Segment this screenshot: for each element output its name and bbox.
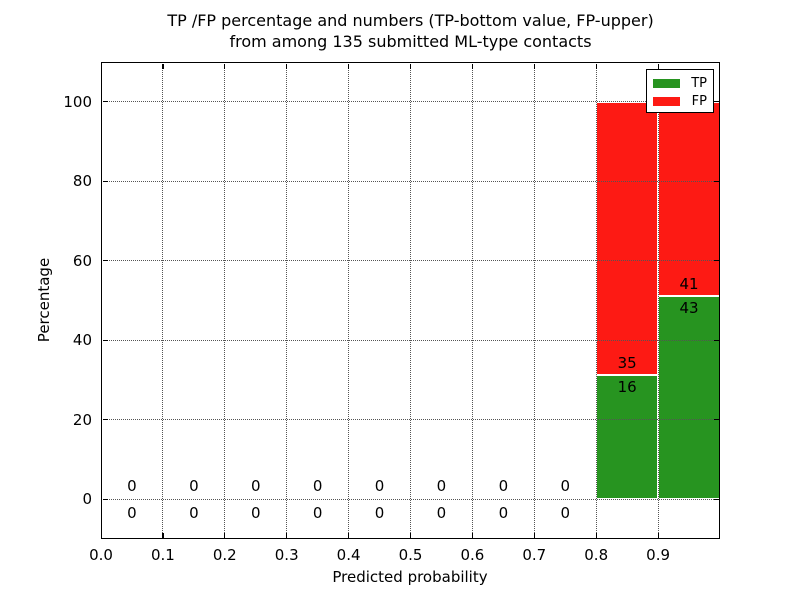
grid-line-v [595,62,597,539]
tick-mark-left [102,180,108,182]
bar-label-fp: 0 [312,477,323,496]
tick-mark-top [657,63,659,69]
tick-mark-bottom [471,532,474,538]
bar-segment-tp [658,295,720,500]
tick-mark-bottom [595,532,597,538]
tick-mark-bottom [657,532,659,538]
bar-label-fp: 0 [189,477,199,496]
x-tick-label: 0.9 [646,546,671,564]
tick-mark-right [713,339,719,341]
x-tick-label: 0.8 [584,546,609,564]
bar-label-fp: 0 [498,477,509,496]
tick-mark-right [713,260,719,262]
tick-mark-bottom [348,532,350,538]
tick-mark-bottom [286,532,288,538]
bar-label-fp: 0 [127,477,137,496]
x-tick-label: 0.5 [398,546,423,564]
y-tick-label: 40 [72,331,92,350]
tick-mark-top [224,63,226,69]
x-tick-label: 0.4 [336,546,361,564]
legend-swatch-tp [653,78,680,88]
x-tick-label: 0.6 [460,546,485,564]
tick-mark-top [162,63,164,69]
legend-label-fp: FP [691,93,707,109]
chart-title-line2: from among 135 submitted ML-type contact… [229,32,592,51]
x-tick-label: 0.1 [150,546,175,564]
y-tick-label: 20 [72,410,92,429]
bar-label-fp: 0 [436,477,447,496]
chart-title-line1: TP /FP percentage and numbers (TP-bottom… [167,11,654,30]
bar-label-tp: 0 [127,504,137,523]
bar-label-tp: 0 [374,504,385,523]
bar-label-fp: 41 [679,274,699,293]
tick-mark-top [348,63,350,69]
grid-line-v [348,62,350,539]
tick-mark-right [713,419,719,421]
grid-line-v [533,62,535,539]
bar-segment-fp [658,101,720,296]
tick-mark-bottom [224,532,226,538]
y-tick-label: 100 [63,92,92,111]
bar-label-tp: 0 [250,504,261,523]
bar-label-tp: 0 [498,504,509,523]
bar-label-tp: 43 [679,298,699,317]
legend-item-tp: TP [653,74,707,92]
tick-mark-top [286,63,288,69]
x-tick-label: 0.2 [212,546,237,564]
tick-mark-left [102,101,108,103]
bar-label-fp: 0 [250,477,261,496]
tick-mark-top [409,63,412,69]
tick-mark-bottom [409,532,412,538]
y-tick-label: 80 [72,172,92,191]
grid-line-v [224,62,226,539]
chart-title: TP /FP percentage and numbers (TP-bottom… [101,10,720,52]
tick-mark-left [102,498,108,500]
bar-label-fp: 0 [560,477,571,496]
tick-mark-right [713,498,719,500]
bar-label-tp: 0 [560,504,571,523]
legend-item-fp: FP [653,92,707,110]
bar-segment-fp [596,101,659,375]
grid-line-v [471,62,473,539]
tick-mark-left [102,419,108,421]
tick-mark-bottom [533,532,535,538]
y-axis-label: Percentage [35,257,53,343]
grid-line-v [286,62,288,539]
bar-label-fp: 35 [617,353,637,372]
grid-line-v [410,62,411,539]
legend-swatch-fp [653,96,680,106]
x-tick-label: 0.3 [274,546,299,564]
tick-mark-left [102,260,108,262]
bar-label-fp: 0 [374,477,385,496]
tick-mark-top [533,63,535,69]
tick-mark-top [595,63,597,69]
bar-label-tp: 0 [189,504,199,523]
tick-mark-right [713,101,719,103]
tick-mark-bottom [162,532,164,538]
tick-mark-top [471,63,474,69]
grid-line-v [162,62,164,539]
legend-label-tp: TP [691,75,707,91]
y-tick-label: 0 [82,490,92,509]
bar-label-tp: 0 [436,504,447,523]
tick-mark-left [102,339,108,341]
bar-label-tp: 16 [617,377,637,396]
legend: TP FP [646,69,714,113]
grid-line-v [657,62,659,539]
y-tick-label: 60 [72,251,92,270]
x-tick-label: 0.7 [522,546,547,564]
tick-mark-right [713,180,719,182]
bar-label-tp: 0 [312,504,323,523]
x-tick-label: 0.0 [89,546,113,564]
x-axis-label: Predicted probability [332,568,488,586]
